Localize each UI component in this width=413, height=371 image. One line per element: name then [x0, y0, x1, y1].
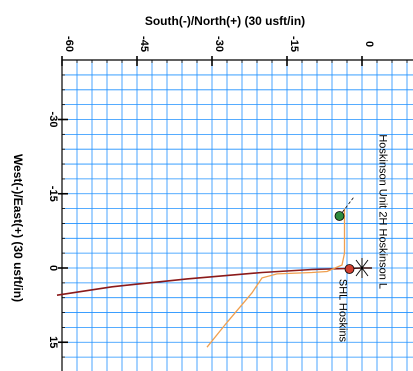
- annotation-wellname: Hoskinson Unit 2H Hoskinson L: [377, 134, 389, 289]
- red-marker: [345, 264, 354, 273]
- y-tick-label: 0: [47, 265, 59, 271]
- plot-background: [62, 60, 413, 371]
- x-tick-label: -30: [213, 36, 225, 52]
- x-tick-label: 0: [363, 41, 375, 47]
- x-tick-label: -60: [63, 36, 75, 52]
- x-tick-label: -45: [138, 36, 150, 52]
- green-marker: [335, 212, 344, 221]
- y-tick-label: -15: [47, 186, 59, 202]
- y-axis-title: West(-)/East(+) (30 usft/in): [11, 154, 25, 302]
- y-ticks: -30 -15 0 15: [47, 60, 68, 357]
- x-tick-label: -15: [288, 36, 300, 52]
- y-tick-label: -30: [47, 112, 59, 128]
- y-tick-label: 15: [47, 336, 59, 348]
- x-axis-title: South(-)/North(+) (30 usft/in): [145, 14, 305, 28]
- annotation-shl: SHL Hoskins: [337, 279, 349, 343]
- grid-area: [62, 60, 413, 371]
